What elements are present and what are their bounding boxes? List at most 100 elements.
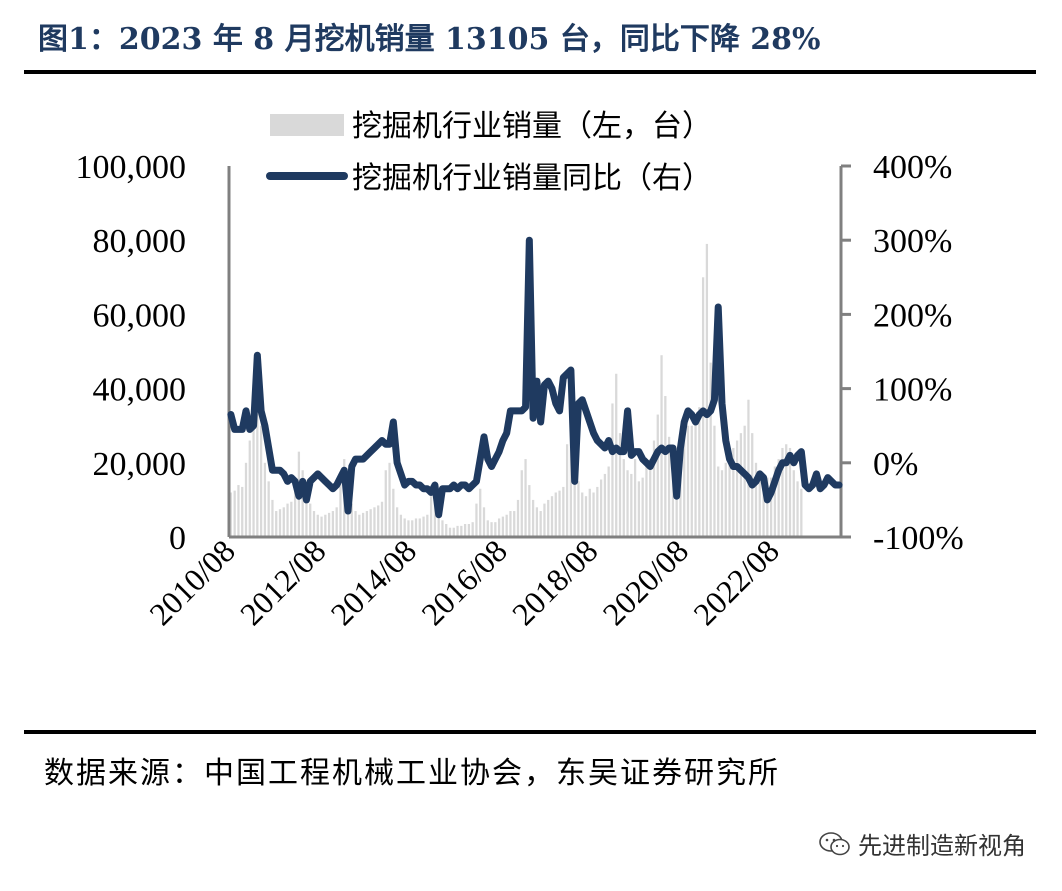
sales-bar	[547, 499, 550, 537]
sales-bar	[656, 414, 659, 537]
sales-bar	[358, 514, 361, 537]
sales-bar	[528, 485, 531, 537]
sales-bar	[796, 481, 799, 537]
sales-bar	[513, 511, 516, 537]
sales-bar	[762, 473, 765, 537]
right-axis-label: 400%	[873, 149, 952, 186]
sales-bar	[433, 492, 437, 537]
sales-bar	[467, 524, 471, 537]
sales-bar	[237, 485, 240, 537]
sales-bar	[509, 511, 512, 537]
sales-bar	[558, 490, 561, 538]
sales-bar	[293, 477, 297, 537]
sales-bar	[785, 444, 788, 537]
sales-bar	[788, 447, 792, 537]
sales-bar	[626, 470, 629, 537]
sales-bar	[339, 477, 342, 537]
legend: 挖掘机行业销量（左，台） 挖掘机行业销量同比（右）	[266, 109, 712, 196]
sales-bar	[418, 518, 421, 537]
sales-bar	[543, 503, 546, 537]
sales-bar	[592, 492, 595, 537]
sales-bar	[792, 470, 795, 537]
sales-bar	[445, 524, 448, 537]
sales-bar	[305, 488, 308, 537]
sales-bar	[456, 525, 459, 537]
sales-bar	[717, 466, 720, 537]
sales-bar	[365, 511, 369, 537]
sales-bar	[482, 507, 486, 537]
sales-bar	[399, 514, 403, 537]
sales-bar	[683, 429, 686, 537]
legend-label-sales: 挖掘机行业销量（左，台）	[352, 109, 712, 144]
sales-bar	[686, 425, 690, 537]
sales-bar	[524, 459, 527, 537]
sales-bar	[312, 511, 316, 537]
x-axis-label: 2014/08	[324, 532, 424, 632]
sales-bar	[603, 473, 607, 537]
sales-bar	[516, 499, 520, 537]
sales-bar	[584, 496, 588, 537]
sales-bar	[769, 477, 773, 537]
right-axis-labels: -100% 0% 100% 200% 300% 400%	[873, 149, 964, 557]
sales-bar	[777, 459, 780, 537]
sales-bar	[649, 459, 652, 537]
sales-bar	[501, 516, 505, 537]
sales-bar	[569, 425, 573, 537]
sales-bar	[324, 514, 327, 537]
sales-bar	[728, 451, 731, 537]
sales-bar	[520, 470, 523, 537]
sales-bar	[290, 501, 293, 537]
x-axis-label: 2016/08	[414, 532, 514, 632]
sales-bar	[411, 520, 414, 537]
x-axis-labels: 2010/082012/082014/082016/082018/082020/…	[142, 532, 786, 632]
yoy-line-layer	[227, 236, 843, 519]
sales-bar	[705, 243, 709, 537]
right-axis-label: 100%	[873, 372, 952, 409]
wechat-icon	[819, 831, 850, 855]
sales-bar	[452, 527, 455, 537]
sales-bar	[637, 481, 641, 537]
sales-bar	[361, 512, 365, 537]
sales-bar	[248, 440, 251, 537]
sales-bar	[739, 433, 743, 537]
right-axis-label: 200%	[873, 297, 952, 334]
sales-bar	[800, 488, 803, 537]
sales-bar	[233, 490, 236, 538]
sales-bar	[539, 511, 542, 537]
sales-bar	[618, 433, 622, 537]
sales-bar	[773, 466, 777, 537]
sales-bar	[698, 407, 701, 537]
sales-bar	[278, 509, 282, 537]
sales-bar	[720, 470, 724, 537]
combo-chart: 挖掘机行业销量（左，台） 挖掘机行业销量同比（右） 0 20,000 40,000 6…	[76, 109, 964, 632]
sales-bar	[664, 396, 667, 537]
sales-bar	[301, 470, 304, 537]
sales-bar	[414, 518, 418, 537]
sales-bar	[497, 518, 501, 537]
x-axis-label: 2018/08	[505, 532, 605, 632]
sales-bar	[369, 509, 372, 537]
sales-bar	[611, 403, 614, 537]
sales-bar	[562, 486, 565, 537]
sales-bar	[690, 425, 693, 537]
sales-bar	[554, 492, 557, 537]
sales-bars	[229, 243, 803, 538]
sales-bar	[395, 507, 399, 537]
top-rule	[24, 70, 1036, 74]
sales-bar	[758, 470, 761, 537]
sales-bar	[607, 466, 610, 537]
sales-bar	[252, 384, 255, 537]
sales-bar	[271, 499, 274, 537]
sales-bar	[380, 501, 384, 537]
sales-bar	[316, 514, 319, 537]
sales-bar	[505, 514, 508, 537]
figure-title: 图1：2023 年 8 月挖机销量 13105 台，同比下降 28%	[38, 22, 821, 57]
sales-bar	[754, 462, 758, 537]
sales-bar	[630, 473, 633, 537]
sales-bar	[581, 492, 584, 537]
sales-bar	[229, 492, 233, 537]
sales-bar	[724, 462, 727, 537]
sales-bar	[377, 505, 380, 537]
sales-bar	[263, 462, 267, 537]
sales-bar	[267, 481, 270, 537]
